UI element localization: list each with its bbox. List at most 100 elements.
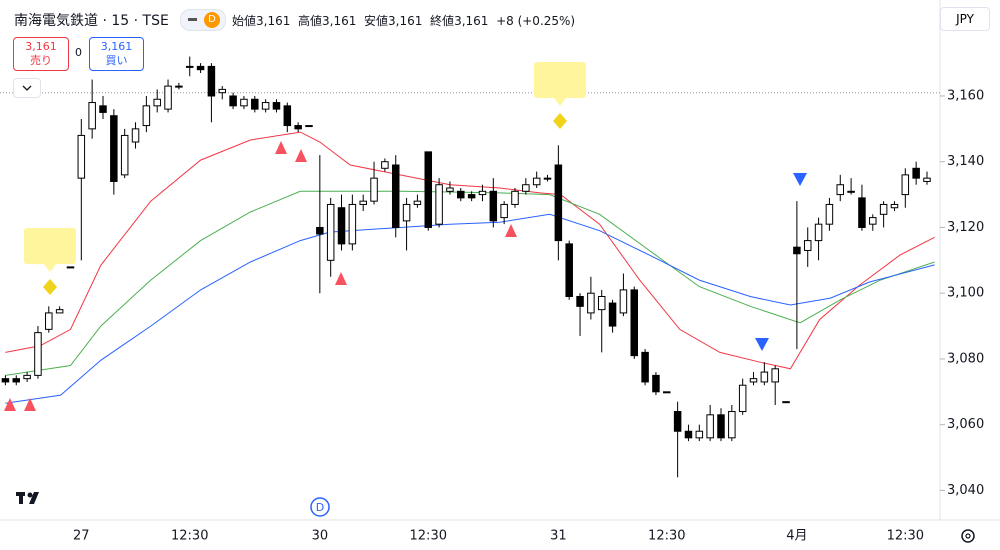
candle-body (695, 430, 704, 439)
candle-body (532, 177, 541, 186)
sell-button[interactable]: 3,161 売り (13, 37, 69, 71)
x-tick-label: 12:30 (410, 529, 447, 544)
candle-body (673, 411, 682, 432)
dividend-circle[interactable] (310, 497, 330, 517)
x-tick-label: 12:30 (887, 529, 924, 544)
gear-hole (965, 533, 971, 539)
candle (402, 197, 411, 251)
candle (825, 197, 834, 231)
candle (88, 79, 96, 139)
candle-body (229, 95, 237, 107)
buy-button[interactable]: 3,161 買い (89, 37, 144, 71)
candle-body (684, 430, 693, 439)
candle-body (77, 134, 86, 179)
candle-body (34, 332, 42, 376)
ohlc-value: 3,161 (256, 14, 291, 28)
candle-body (153, 98, 161, 107)
candle-body (120, 134, 129, 176)
candle (294, 122, 302, 133)
logo-part (27, 492, 33, 498)
candle-body (717, 414, 725, 439)
candle-body (771, 368, 779, 383)
candle-body (706, 414, 714, 439)
candle-body (185, 65, 194, 68)
candle-body (782, 401, 790, 404)
candle (164, 79, 172, 113)
settings-icon[interactable] (961, 529, 975, 543)
candle-body (337, 207, 346, 245)
candle (717, 408, 725, 442)
candle-body (879, 203, 888, 215)
status-pill[interactable]: D (180, 9, 226, 31)
status-dash (188, 18, 197, 21)
candle-body (435, 184, 443, 225)
candle-body (576, 295, 584, 307)
annotation-diamond (553, 113, 567, 129)
candle (337, 194, 346, 251)
ohlc-label: 高値 (298, 14, 323, 28)
y-tick-label: 3,140 (947, 154, 984, 169)
candle (370, 161, 378, 205)
candle (435, 178, 443, 228)
annotation-pointer (554, 98, 566, 106)
collapse-button[interactable] (13, 78, 41, 98)
candle (619, 273, 628, 317)
candle (641, 349, 649, 386)
candle-body (619, 289, 628, 314)
candle (706, 404, 714, 442)
gear[interactable] (961, 529, 975, 543)
annotation (24, 228, 76, 295)
candle-body (196, 65, 205, 71)
candle (749, 372, 758, 386)
change: +8 (+0.25%) (496, 14, 576, 28)
candle-body (370, 177, 378, 202)
candle (803, 227, 812, 267)
candle-body (261, 102, 270, 110)
candle-body (88, 102, 96, 130)
dividend-marker[interactable]: D (310, 497, 330, 517)
symbol-title: 南海電気鉄道 · 15 · TSE (14, 13, 169, 29)
candle (478, 184, 487, 202)
chevron-line (22, 85, 32, 91)
moving-average (5, 131, 935, 370)
candle-body (23, 374, 31, 380)
candle (565, 240, 573, 300)
annotation-pointer (44, 264, 56, 272)
candle (55, 306, 64, 314)
y-tick-label: 3,120 (947, 220, 984, 235)
candle (120, 128, 129, 179)
moving-average (5, 190, 935, 376)
candle-body (12, 378, 21, 383)
candle-body (402, 203, 411, 222)
y-tick-label: 3,100 (947, 286, 984, 301)
candle-body (294, 125, 302, 130)
candle (554, 145, 563, 261)
currency-button[interactable]: JPY (940, 7, 990, 31)
ohlc-value: 3,161 (454, 14, 489, 28)
candle (500, 201, 508, 225)
candle-body (207, 65, 216, 97)
candle (738, 378, 747, 415)
candle (326, 197, 335, 277)
candle (901, 168, 910, 208)
candle (511, 188, 519, 208)
sell-signal (793, 173, 807, 186)
candle (923, 171, 931, 185)
candle (684, 424, 693, 442)
candle (576, 293, 584, 336)
candle (793, 201, 801, 350)
candle-body (283, 105, 292, 127)
candle (185, 56, 194, 77)
candle-body (55, 309, 64, 314)
candle (695, 424, 704, 442)
candle (77, 118, 86, 261)
logo-part (29, 492, 39, 504)
candle (66, 266, 75, 269)
candle-body (45, 312, 53, 330)
sell-signals (755, 173, 807, 351)
candle (869, 214, 877, 231)
candle-body (218, 88, 227, 94)
candle-body (522, 184, 530, 192)
candle-body (326, 203, 335, 261)
